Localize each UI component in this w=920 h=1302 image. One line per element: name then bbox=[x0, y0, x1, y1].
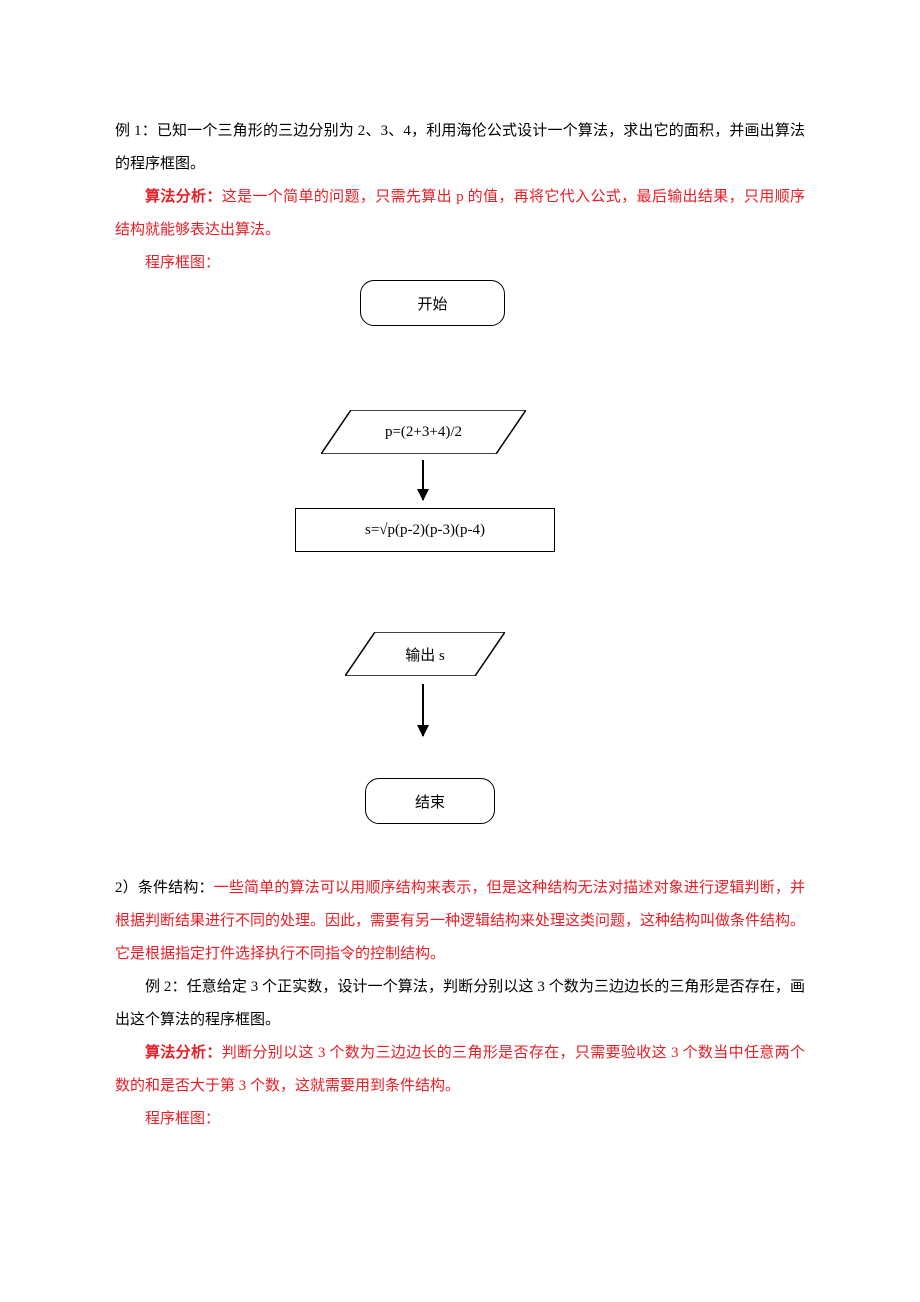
arrow-p-to-s bbox=[422, 460, 424, 500]
arrow-out-to-end bbox=[422, 684, 424, 736]
node-end: 结束 bbox=[365, 778, 495, 824]
flowchart1-label: 程序框图： bbox=[115, 247, 805, 280]
node-p-label: p=(2+3+4)/2 bbox=[321, 410, 526, 454]
spacer bbox=[115, 850, 805, 872]
flowchart2-label: 程序框图： bbox=[115, 1103, 805, 1136]
conditional-label: 2）条件结构： bbox=[115, 880, 214, 896]
flowchart-heron: 开始 p=(2+3+4)/2 s=√p(p-2)(p-3)(p-4) 输出 s … bbox=[115, 280, 805, 850]
node-p: p=(2+3+4)/2 bbox=[321, 410, 526, 454]
node-s-label: s=√p(p-2)(p-3)(p-4) bbox=[365, 522, 485, 539]
node-start: 开始 bbox=[360, 280, 505, 326]
conditional-body: 一些简单的算法可以用顺序结构来表示，但是这种结构无法对描述对象进行逻辑判断，并根… bbox=[115, 880, 805, 962]
example2-text: 例 2：任意给定 3 个正实数，设计一个算法，判断分别以这 3 个数为三边边长的… bbox=[115, 971, 805, 1037]
conditional-intro: 2）条件结构：一些简单的算法可以用顺序结构来表示，但是这种结构无法对描述对象进行… bbox=[115, 872, 805, 971]
analysis2-text: 算法分析：判断分别以这 3 个数为三边边长的三角形是否存在，只需要验收这 3 个… bbox=[115, 1037, 805, 1103]
node-s: s=√p(p-2)(p-3)(p-4) bbox=[295, 508, 555, 552]
analysis1-label: 算法分析： bbox=[145, 189, 222, 205]
analysis1-text: 算法分析：这是一个简单的问题，只需先算出 p 的值，再将它代入公式，最后输出结果… bbox=[115, 181, 805, 247]
node-start-label: 开始 bbox=[417, 293, 447, 314]
node-out: 输出 s bbox=[345, 632, 505, 676]
analysis2-label: 算法分析： bbox=[145, 1045, 222, 1061]
node-end-label: 结束 bbox=[415, 791, 445, 812]
example1-text: 例 1：已知一个三角形的三边分别为 2、3、4，利用海伦公式设计一个算法，求出它… bbox=[115, 115, 805, 181]
node-out-label: 输出 s bbox=[345, 632, 505, 676]
